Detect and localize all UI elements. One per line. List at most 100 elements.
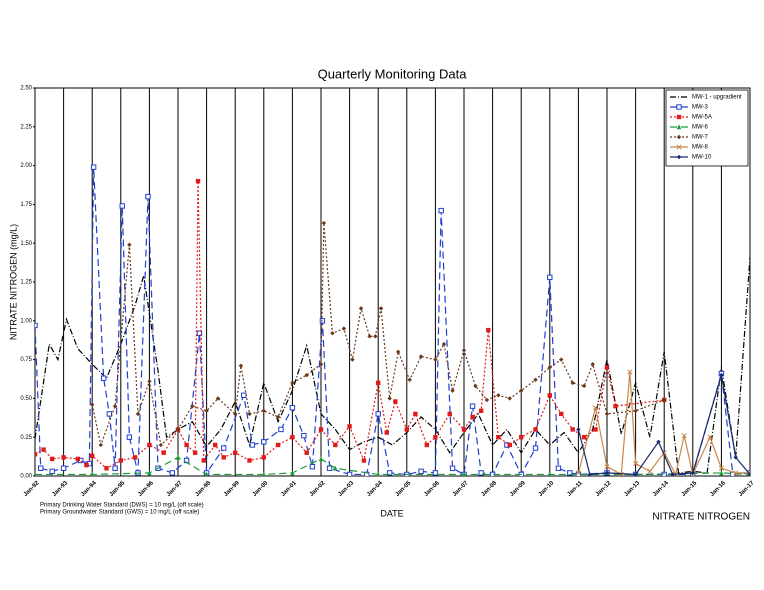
data-point: [470, 414, 475, 420]
data-point: [90, 164, 97, 170]
data-point: [449, 465, 456, 471]
data-point: [175, 454, 181, 460]
x-tick-label: Jan-94: [80, 480, 98, 498]
data-point: [35, 452, 38, 457]
data-point: [547, 471, 552, 476]
data-point: [90, 471, 95, 476]
data-point: [387, 396, 392, 401]
data-point: [384, 430, 389, 435]
data-point: [496, 435, 501, 440]
data-point: [309, 463, 316, 470]
data-point: [112, 465, 118, 471]
series-line: [577, 374, 750, 476]
data-point: [106, 411, 113, 417]
data-point: [241, 392, 247, 398]
x-tick-label: Jan-97: [166, 480, 184, 498]
footer-label: NITRATE NITROGEN: [652, 512, 750, 523]
data-point: [100, 375, 107, 381]
x-tick-label: Jan-16: [709, 480, 727, 498]
data-point: [496, 393, 501, 398]
data-point: [60, 465, 67, 471]
data-point: [333, 465, 338, 471]
x-tick-label: Jan-06: [423, 480, 441, 498]
data-point: [478, 470, 484, 476]
data-point: [432, 470, 439, 476]
y-tick-label: 2.50: [20, 86, 32, 92]
data-point: [633, 408, 638, 414]
x-tick-label: Jan-01: [280, 480, 298, 498]
data-point: [221, 455, 226, 460]
data-point: [404, 427, 409, 432]
chart-title: Quarterly Monitoring Data: [318, 66, 468, 81]
data-point: [447, 411, 452, 417]
data-point: [555, 465, 562, 471]
data-point: [532, 445, 539, 451]
x-tick-label: Jan-95: [109, 480, 127, 498]
data-point: [559, 411, 564, 417]
legend-label: MW-6: [692, 125, 709, 131]
y-tick-label: 2.25: [20, 124, 32, 130]
data-point: [361, 458, 367, 463]
data-point: [570, 380, 575, 386]
data-point: [575, 470, 581, 476]
data-point: [670, 472, 675, 476]
data-point: [581, 435, 587, 440]
data-point: [393, 399, 398, 404]
data-point: [261, 408, 266, 414]
data-point: [547, 365, 552, 370]
data-point: [618, 471, 624, 476]
x-tick-label: Jan-07: [452, 480, 470, 498]
data-point: [747, 472, 750, 476]
data-point: [424, 442, 430, 448]
data-point: [192, 450, 198, 455]
y-tick-label: 0.00: [20, 474, 32, 480]
data-point: [275, 414, 281, 420]
note: Primary Drinking Water Standard (DWS) = …: [40, 503, 204, 509]
data-point: [662, 397, 667, 403]
data-point: [126, 434, 133, 440]
data-point: [707, 434, 713, 440]
x-tick-label: Jan-00: [252, 480, 270, 498]
data-point: [61, 455, 66, 460]
y-tick-label: 1.75: [20, 202, 32, 208]
data-point: [590, 362, 595, 367]
data-point: [375, 411, 381, 417]
data-point: [587, 472, 593, 476]
data-point: [132, 455, 138, 460]
data-point: [547, 274, 553, 281]
x-tick-label: Jan-09: [509, 480, 527, 498]
data-point: [289, 405, 296, 411]
data-point: [604, 470, 610, 476]
data-point: [373, 334, 378, 339]
y-tick-label: 1.50: [20, 241, 32, 247]
data-point: [41, 447, 46, 452]
x-tick-label: Jan-03: [337, 480, 355, 498]
legend-label: MW-10: [692, 155, 712, 161]
data-point: [238, 363, 244, 369]
x-axis-label: DATE: [380, 508, 403, 518]
x-tick-label: Jan-10: [538, 480, 556, 498]
x-tick-label: Jan-04: [366, 480, 384, 498]
data-point: [158, 442, 164, 448]
legend-label: MW-7: [692, 135, 709, 141]
data-point: [84, 462, 89, 468]
data-point: [321, 220, 327, 226]
x-tick-label: Jan-05: [395, 480, 413, 498]
data-point: [347, 424, 352, 429]
data-point: [215, 396, 221, 401]
data-point: [112, 403, 118, 409]
x-tick-label: Jan-13: [623, 480, 641, 498]
data-point: [613, 403, 618, 409]
data-point: [570, 427, 575, 432]
legend-marker: [676, 134, 682, 140]
x-tick-label: Jan-14: [652, 480, 670, 498]
data-point: [576, 427, 581, 432]
data-point: [461, 427, 467, 432]
data-point: [49, 468, 55, 475]
data-point: [233, 411, 238, 417]
data-point: [326, 465, 333, 471]
data-point: [247, 458, 252, 463]
x-tick-label: Jan-92: [23, 480, 41, 498]
data-point: [656, 439, 661, 445]
data-point: [567, 470, 573, 476]
